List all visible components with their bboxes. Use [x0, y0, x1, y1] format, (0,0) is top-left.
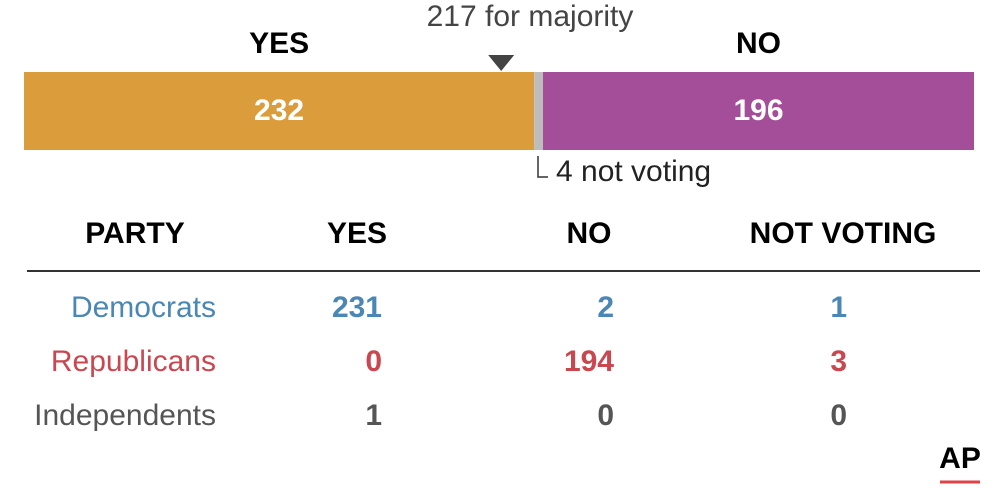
table-value: 194 [564, 345, 614, 378]
segment-label: YES [249, 27, 309, 60]
logo: AP [939, 442, 981, 475]
majority-marker [488, 55, 515, 71]
bar-segment [534, 72, 543, 150]
segment-value: 232 [254, 94, 304, 127]
table-value: 1 [830, 291, 847, 324]
table-value: 1 [365, 399, 382, 432]
majority-label: 217 for majority [427, 0, 634, 33]
bar-segment [542, 72, 974, 150]
not-voting-label: 4 not voting [556, 155, 711, 188]
table-header: NO [567, 217, 612, 250]
party-name: Democrats [71, 291, 216, 324]
table-header: PARTY [85, 217, 184, 250]
table-value: 2 [597, 291, 614, 324]
table-value: 231 [332, 291, 382, 324]
table-header: YES [327, 217, 387, 250]
party-name: Independents [34, 399, 216, 432]
table-value: 0 [365, 345, 382, 378]
table-value: 0 [830, 399, 847, 432]
table-value: 0 [597, 399, 614, 432]
segment-value: 196 [733, 94, 783, 127]
bar-segment [24, 72, 535, 150]
table-value: 3 [830, 345, 847, 378]
table-header: NOT VOTING [750, 217, 937, 250]
segment-label: NO [736, 27, 781, 60]
bracket [537, 156, 548, 178]
party-name: Republicans [51, 345, 216, 378]
